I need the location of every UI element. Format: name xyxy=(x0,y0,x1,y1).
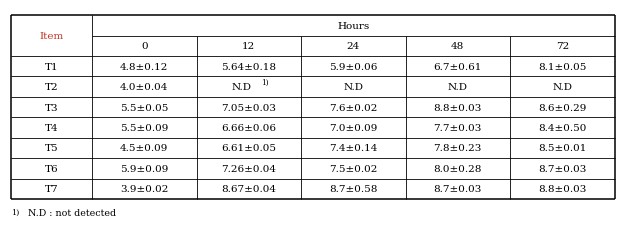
Text: 6.66±0.06: 6.66±0.06 xyxy=(221,123,276,132)
Text: N.D: N.D xyxy=(231,83,251,92)
Text: 12: 12 xyxy=(242,42,256,51)
Text: 7.7±0.03: 7.7±0.03 xyxy=(434,123,482,132)
Text: 5.5±0.09: 5.5±0.09 xyxy=(120,123,169,132)
Text: Item: Item xyxy=(39,32,63,41)
Text: 8.4±0.50: 8.4±0.50 xyxy=(538,123,587,132)
Text: 8.7±0.58: 8.7±0.58 xyxy=(329,185,378,194)
Text: T2: T2 xyxy=(45,83,58,92)
Text: 8.67±0.04: 8.67±0.04 xyxy=(221,185,276,194)
Text: 5.5±0.05: 5.5±0.05 xyxy=(120,103,169,112)
Text: 72: 72 xyxy=(555,42,569,51)
Text: 8.7±0.03: 8.7±0.03 xyxy=(434,185,482,194)
Text: 5.9±0.09: 5.9±0.09 xyxy=(120,164,169,173)
Text: 7.4±0.14: 7.4±0.14 xyxy=(329,144,378,153)
Text: 7.6±0.02: 7.6±0.02 xyxy=(329,103,378,112)
Text: 4.8±0.12: 4.8±0.12 xyxy=(120,63,169,71)
Text: T5: T5 xyxy=(45,144,58,153)
Text: 24: 24 xyxy=(346,42,360,51)
Text: 8.8±0.03: 8.8±0.03 xyxy=(538,185,587,194)
Text: N.D: N.D xyxy=(552,83,572,92)
Text: 8.8±0.03: 8.8±0.03 xyxy=(434,103,482,112)
Text: 8.0±0.28: 8.0±0.28 xyxy=(434,164,482,173)
Text: 8.6±0.29: 8.6±0.29 xyxy=(538,103,587,112)
Text: T1: T1 xyxy=(45,63,58,71)
Text: 8.1±0.05: 8.1±0.05 xyxy=(538,63,587,71)
Text: N.D: N.D xyxy=(343,83,363,92)
Text: 48: 48 xyxy=(451,42,465,51)
Text: 8.5±0.01: 8.5±0.01 xyxy=(538,144,587,153)
Text: 3.9±0.02: 3.9±0.02 xyxy=(120,185,169,194)
Text: 4.5±0.09: 4.5±0.09 xyxy=(120,144,169,153)
Text: 7.8±0.23: 7.8±0.23 xyxy=(434,144,482,153)
Text: T7: T7 xyxy=(45,185,58,194)
Text: 8.7±0.03: 8.7±0.03 xyxy=(538,164,587,173)
Text: T6: T6 xyxy=(45,164,58,173)
Text: 5.64±0.18: 5.64±0.18 xyxy=(221,63,276,71)
Text: 0: 0 xyxy=(141,42,147,51)
Text: 1): 1) xyxy=(261,78,269,86)
Text: 4.0±0.04: 4.0±0.04 xyxy=(120,83,169,92)
Text: 7.05±0.03: 7.05±0.03 xyxy=(221,103,276,112)
Text: N.D: N.D xyxy=(448,83,468,92)
Text: T4: T4 xyxy=(45,123,58,132)
Text: N.D : not detected: N.D : not detected xyxy=(25,208,116,217)
Text: 5.9±0.06: 5.9±0.06 xyxy=(329,63,378,71)
Text: 7.26±0.04: 7.26±0.04 xyxy=(221,164,276,173)
Text: Hours: Hours xyxy=(337,22,369,31)
Text: 7.0±0.09: 7.0±0.09 xyxy=(329,123,378,132)
Text: 7.5±0.02: 7.5±0.02 xyxy=(329,164,378,173)
Text: 6.61±0.05: 6.61±0.05 xyxy=(221,144,276,153)
Text: 1): 1) xyxy=(11,208,19,216)
Text: T3: T3 xyxy=(45,103,58,112)
Text: 6.7±0.61: 6.7±0.61 xyxy=(434,63,482,71)
